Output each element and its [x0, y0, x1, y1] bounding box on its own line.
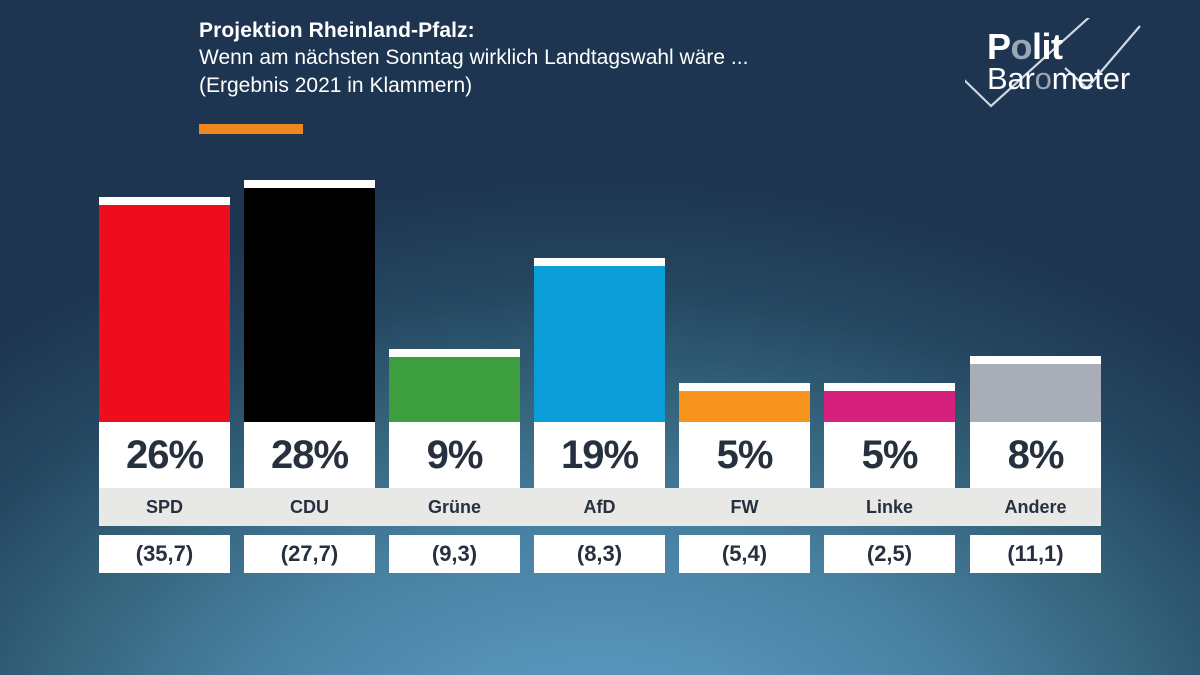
- value-label: 19%: [560, 433, 639, 477]
- bar-cap: [244, 180, 375, 188]
- previous-result-label: (9,3): [431, 541, 478, 566]
- bar-cap: [534, 258, 665, 266]
- logo-line-polit: Polit: [987, 29, 1063, 65]
- bar-cap: [389, 349, 520, 357]
- bar-fill: [534, 266, 665, 422]
- value-box-andere: 8%: [970, 422, 1101, 488]
- party-name: Grüne: [427, 497, 481, 517]
- logo-o1: o: [1010, 26, 1033, 67]
- party-label-spd: SPD: [99, 488, 230, 526]
- previous-result-box-linke: (2,5): [824, 535, 955, 573]
- bar-fill: [99, 205, 230, 422]
- party-label-gruene: Grüne: [389, 488, 520, 526]
- logo-lit: lit: [1032, 26, 1063, 67]
- value-box-cdu: 28%: [244, 422, 375, 488]
- value-box-fw: 5%: [679, 422, 810, 488]
- bar-fw: [679, 383, 810, 422]
- bar-column-afd: 19% (8,3): [534, 150, 665, 574]
- party-name-band: SPD CDU Grüne AfD FW Linke Andere: [99, 488, 1101, 526]
- bar-fill: [970, 364, 1101, 422]
- bar-cap: [99, 197, 230, 205]
- logo-meter: meter: [1051, 61, 1130, 96]
- page-subtitle: Wenn am nächsten Sonntag wirklich Landta…: [199, 46, 749, 69]
- bar-cap: [824, 383, 955, 391]
- bar-column-fw: 5% (5,4): [679, 150, 810, 574]
- logo-p: P: [987, 26, 1011, 67]
- bar-afd: [534, 258, 665, 422]
- value-label: 5%: [861, 433, 919, 477]
- logo-zigzag-icon: [965, 18, 1141, 108]
- value-label: 26%: [125, 433, 204, 477]
- party-name: Linke: [865, 497, 913, 517]
- bar-column-gruene: 9% (9,3): [389, 150, 520, 574]
- previous-result-label: (2,5): [866, 541, 913, 566]
- page-note: (Ergebnis 2021 in Klammern): [199, 74, 473, 97]
- bar-gruene: [389, 349, 520, 422]
- value-box-spd: 26%: [99, 422, 230, 488]
- party-label-afd: AfD: [534, 488, 665, 526]
- previous-result-label: (27,7): [280, 541, 339, 566]
- logo-bar: Bar: [987, 61, 1035, 96]
- value-label: 8%: [1007, 433, 1065, 477]
- logo-o2: o: [1034, 61, 1052, 96]
- previous-result-box-andere: (11,1): [970, 535, 1101, 573]
- previous-result-label: (8,3): [576, 541, 623, 566]
- bar-cdu: [244, 180, 375, 422]
- party-name: AfD: [583, 497, 616, 517]
- previous-result-label: (35,7): [135, 541, 194, 566]
- accent-rule: [199, 124, 303, 134]
- previous-result-box-afd: (8,3): [534, 535, 665, 573]
- previous-result-box-fw: (5,4): [679, 535, 810, 573]
- bar-fill: [679, 391, 810, 422]
- party-name: Andere: [1004, 497, 1067, 517]
- previous-result-box-spd: (35,7): [99, 535, 230, 573]
- bar-fill: [389, 357, 520, 422]
- value-label: 5%: [716, 433, 774, 477]
- bar-fill: [824, 391, 955, 422]
- polit-barometer-logo: Polit Barometer: [965, 18, 1185, 110]
- bar-fill: [244, 188, 375, 422]
- logo-line-barometer: Barometer: [987, 63, 1130, 94]
- bar-chart: 26% (35,7) 28% (27,7): [99, 150, 1101, 574]
- party-name: CDU: [290, 497, 329, 517]
- value-label: 9%: [426, 433, 484, 477]
- bar-cap: [679, 383, 810, 391]
- bar-spd: [99, 197, 230, 422]
- value-box-linke: 5%: [824, 422, 955, 488]
- party-label-andere: Andere: [970, 488, 1101, 526]
- party-label-linke: Linke: [824, 488, 955, 526]
- value-box-gruene: 9%: [389, 422, 520, 488]
- party-name: FW: [730, 497, 759, 517]
- previous-result-box-gruene: (9,3): [389, 535, 520, 573]
- bar-cap: [970, 356, 1101, 364]
- bar-column-cdu: 28% (27,7): [244, 150, 375, 574]
- value-box-afd: 19%: [534, 422, 665, 488]
- header: Projektion Rheinland-Pfalz: Wenn am näch…: [199, 18, 959, 100]
- bar-linke: [824, 383, 955, 422]
- bar-andere: [970, 356, 1101, 422]
- bar-column-andere: 8% (11,1): [970, 150, 1101, 574]
- previous-result-label: (11,1): [1007, 541, 1064, 566]
- previous-result-box-cdu: (27,7): [244, 535, 375, 573]
- bar-column-linke: 5% (2,5): [824, 150, 955, 574]
- party-label-cdu: CDU: [244, 488, 375, 526]
- logo-wordmark: Polit Barometer: [965, 18, 1185, 110]
- page-title: Projektion Rheinland-Pfalz:: [199, 19, 475, 42]
- value-label: 28%: [270, 433, 349, 477]
- previous-result-label: (5,4): [721, 541, 768, 566]
- party-label-fw: FW: [679, 488, 810, 526]
- bar-column-spd: 26% (35,7): [99, 150, 230, 574]
- party-name: SPD: [145, 497, 183, 517]
